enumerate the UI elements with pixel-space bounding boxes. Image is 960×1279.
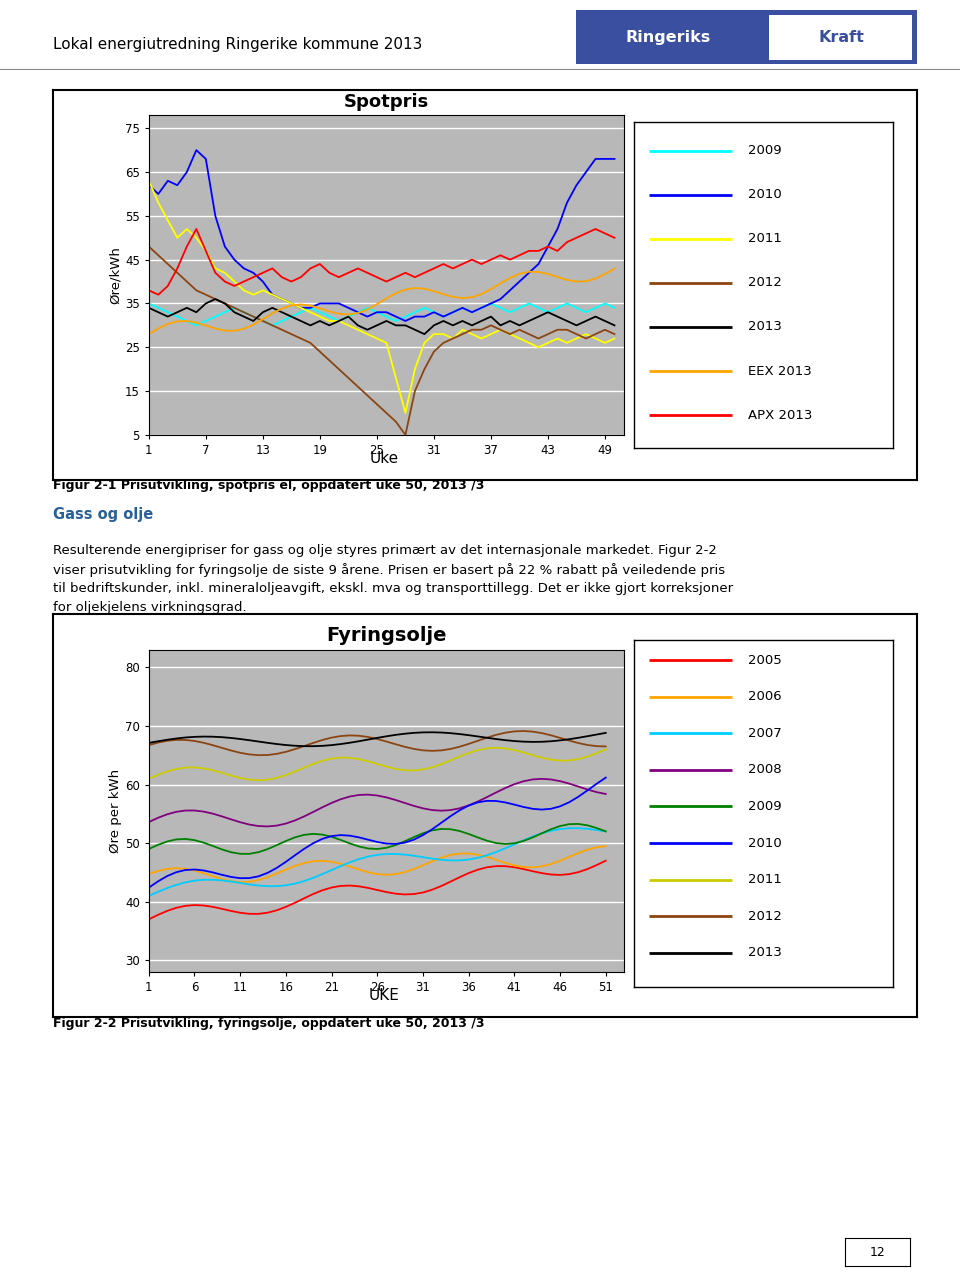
Text: Figur 2-2 Prisutvikling, fyringsolje, oppdatert uke 50, 2013 /3: Figur 2-2 Prisutvikling, fyringsolje, op… <box>53 1017 484 1030</box>
Text: 2013: 2013 <box>748 946 781 959</box>
Text: Figur 2-1 Prisutvikling, spotpris el, oppdatert uke 50, 2013 /3: Figur 2-1 Prisutvikling, spotpris el, op… <box>53 478 484 491</box>
Text: 2012: 2012 <box>748 276 781 289</box>
Text: 2009: 2009 <box>748 799 781 813</box>
Text: 2008: 2008 <box>748 764 781 776</box>
Text: til bedriftskunder, inkl. mineraloljeavgift, ekskl. mva og transporttillegg. Det: til bedriftskunder, inkl. mineraloljeavg… <box>53 582 732 595</box>
Text: APX 2013: APX 2013 <box>748 408 812 422</box>
Text: 2010: 2010 <box>748 188 781 201</box>
Text: 12: 12 <box>870 1246 885 1259</box>
Text: Ringeriks: Ringeriks <box>625 29 710 45</box>
Bar <box>769 14 912 60</box>
Y-axis label: Øre per kWh: Øre per kWh <box>109 769 122 853</box>
Text: EEX 2013: EEX 2013 <box>748 365 811 377</box>
Text: Lokal energiutredning Ringerike kommune 2013: Lokal energiutredning Ringerike kommune … <box>53 37 422 52</box>
Text: 2007: 2007 <box>748 726 781 741</box>
Text: 2013: 2013 <box>748 321 781 334</box>
Text: 2011: 2011 <box>748 233 781 246</box>
Text: 2009: 2009 <box>748 145 781 157</box>
Text: 2005: 2005 <box>748 654 781 666</box>
Y-axis label: Øre/kWh: Øre/kWh <box>109 246 122 304</box>
Text: viser prisutvikling for fyringsolje de siste 9 årene. Prisen er basert på 22 % r: viser prisutvikling for fyringsolje de s… <box>53 563 725 577</box>
Text: -: - <box>774 29 780 45</box>
Text: for oljekjelens virkningsgrad.: for oljekjelens virkningsgrad. <box>53 601 247 614</box>
Text: Gass og olje: Gass og olje <box>53 508 153 522</box>
Text: 2010: 2010 <box>748 836 781 849</box>
Text: UKE: UKE <box>369 989 399 1003</box>
Text: 2011: 2011 <box>748 874 781 886</box>
Title: Fyringsolje: Fyringsolje <box>326 627 446 646</box>
Title: Spotpris: Spotpris <box>344 93 429 111</box>
Text: 2006: 2006 <box>748 691 781 703</box>
Text: Resulterende energipriser for gass og olje styres primært av det internasjonale : Resulterende energipriser for gass og ol… <box>53 544 717 556</box>
Text: 2012: 2012 <box>748 909 781 922</box>
Text: Uke: Uke <box>370 451 398 466</box>
Text: Kraft: Kraft <box>819 29 865 45</box>
